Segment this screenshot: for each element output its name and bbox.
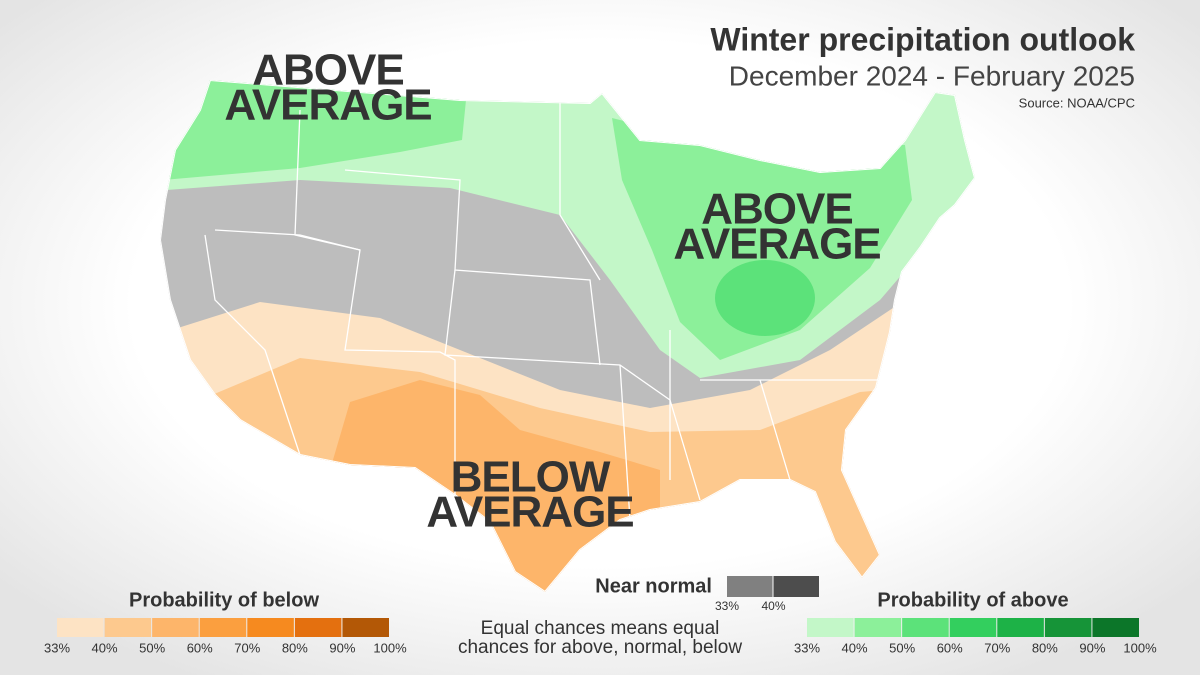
- legend-tick-label: 33%: [794, 640, 820, 655]
- map-label: ABOVE: [701, 185, 852, 234]
- legend-tick-label: 100%: [1123, 640, 1157, 655]
- legend-title: Probability of above: [877, 589, 1068, 611]
- legend-swatch: [949, 618, 997, 637]
- legend-tick-label: 40%: [92, 640, 118, 655]
- legend-swatch: [902, 618, 949, 637]
- legend-swatch: [247, 618, 294, 637]
- legend-swatch: [104, 618, 152, 637]
- legend-swatch: [152, 618, 199, 637]
- legend-swatch: [1044, 618, 1092, 637]
- legend-tick-label: 100%: [373, 640, 407, 655]
- map-label: AVERAGE: [673, 220, 880, 269]
- legend-note: chances for above, normal, below: [458, 637, 742, 658]
- legend-tick-label: 80%: [1032, 640, 1058, 655]
- legend-title: Near normal: [595, 575, 712, 597]
- legend-swatch: [997, 618, 1044, 637]
- legend-swatch: [57, 618, 104, 637]
- legend-tick-label: 50%: [139, 640, 165, 655]
- legend-note: Equal chances means equal: [481, 618, 720, 639]
- legend-tick-label: 70%: [234, 640, 260, 655]
- legend-tick-label: 33%: [715, 599, 739, 613]
- subtitle: December 2024 - February 2025: [729, 60, 1135, 91]
- state-lines: [204, 100, 880, 521]
- legend-tick-label: 80%: [282, 640, 308, 655]
- legend-tick-label: 60%: [187, 640, 213, 655]
- legend-tick-label: 40%: [761, 599, 785, 613]
- legend-title: Probability of below: [129, 589, 319, 611]
- map-label: AVERAGE: [426, 488, 633, 537]
- legend-tick-label: 70%: [984, 640, 1010, 655]
- above-zone-east: [612, 118, 912, 360]
- legend-tick-label: 90%: [1079, 640, 1105, 655]
- legend-tick-label: 60%: [937, 640, 963, 655]
- legend-tick-label: 90%: [329, 640, 355, 655]
- legend-tick-label: 50%: [889, 640, 915, 655]
- map-label: BELOW: [451, 453, 611, 502]
- legend-tick-label: 40%: [842, 640, 868, 655]
- map-label: ABOVE: [252, 46, 403, 95]
- above-zone-core: [715, 260, 815, 336]
- legend-swatch: [807, 618, 854, 637]
- legend-tick-label: 33%: [44, 640, 70, 655]
- legend-swatch: [727, 576, 773, 597]
- map-label: AVERAGE: [224, 81, 431, 130]
- legend-swatch: [342, 618, 389, 637]
- legend-swatch: [294, 618, 342, 637]
- title: Winter precipitation outlook: [710, 21, 1135, 57]
- legend-swatch: [1092, 618, 1139, 637]
- legend-swatch: [199, 618, 247, 637]
- legend-swatch: [854, 618, 902, 637]
- legend-swatch: [773, 576, 819, 597]
- source: Source: NOAA/CPC: [1019, 95, 1135, 110]
